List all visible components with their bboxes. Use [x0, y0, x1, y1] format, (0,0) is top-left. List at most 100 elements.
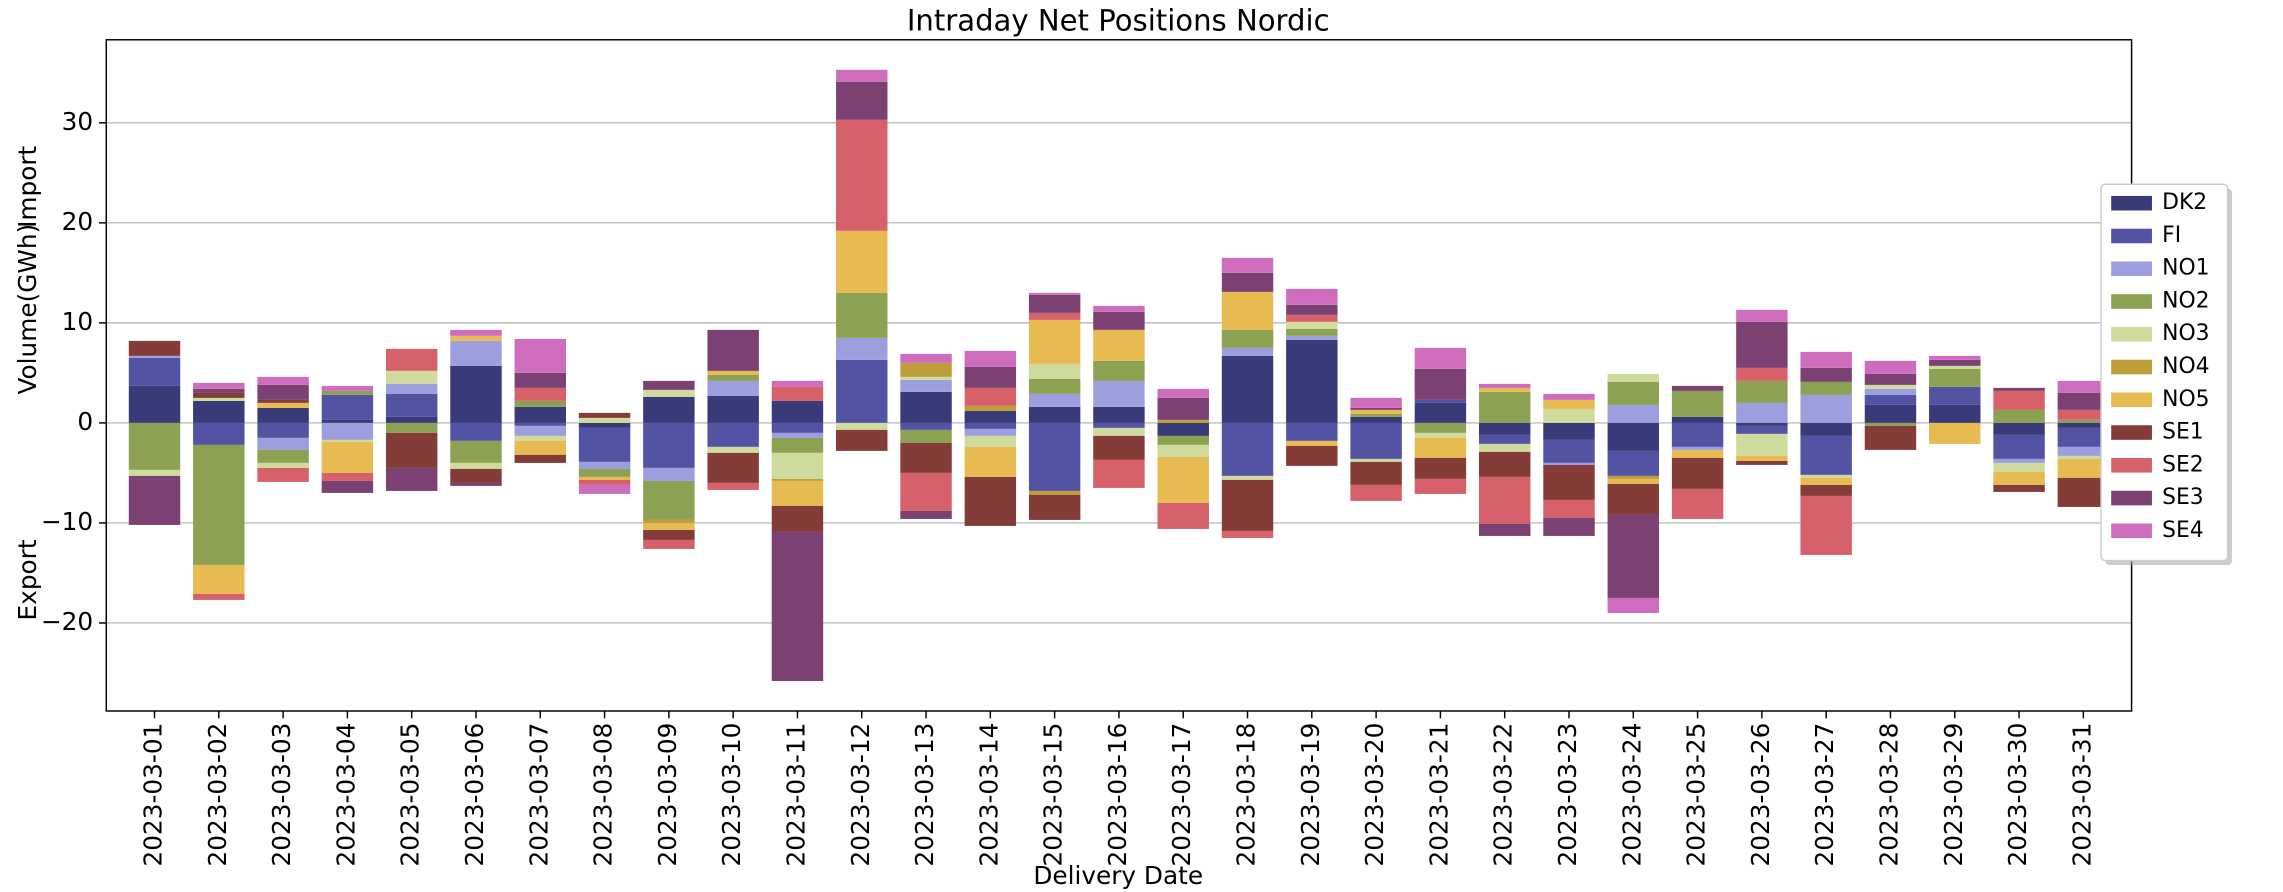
y-tick-label: 20 — [62, 207, 94, 236]
bar-segment — [450, 340, 502, 366]
bar-segment — [1028, 422, 1081, 491]
bar-segment — [836, 422, 888, 430]
bar-segment — [2057, 419, 2110, 423]
bar-segment — [1093, 360, 1145, 381]
x-tick-label: 2023-03-16 — [1103, 723, 1132, 867]
bar-segment — [1800, 422, 1852, 436]
bar-segment — [193, 388, 245, 393]
bar-segment — [1093, 329, 1145, 361]
bar-segment — [1286, 288, 1338, 305]
bar-segment — [643, 422, 695, 468]
bar-segment — [707, 446, 759, 453]
bar-segment — [1671, 449, 1724, 458]
bar-segment — [578, 422, 631, 428]
bar-segment — [321, 441, 374, 473]
bar-segment — [1864, 425, 1917, 450]
legend: DK2 FI NO1 NO2 NO3 NO4 NO5 SE1 SE2 SE3 SE4 — [2100, 183, 2233, 566]
bar-segment — [193, 397, 245, 401]
y-tick-label: 30 — [62, 107, 94, 136]
bar-segment — [900, 379, 952, 392]
legend-swatch — [2111, 490, 2152, 506]
x-tick-label: 2023-03-06 — [460, 723, 489, 867]
bar-segment — [1543, 422, 1595, 440]
bar-segment — [1478, 434, 1531, 444]
bar-segment — [385, 416, 438, 423]
bar-segment — [1478, 443, 1531, 452]
bar-segment — [964, 422, 1017, 429]
bar-segment — [2057, 446, 2110, 456]
bar-segment — [643, 539, 695, 549]
bar-segment — [771, 422, 824, 433]
bar-segment — [1671, 488, 1724, 519]
bar-segment — [836, 429, 888, 451]
bar-segment — [1028, 294, 1081, 313]
bar-segment — [836, 230, 888, 293]
bar-segment — [1093, 422, 1145, 428]
bar-segment — [128, 475, 181, 525]
bar-segment — [578, 461, 631, 469]
bar-segment — [385, 348, 438, 371]
legend-label: NO3 — [2162, 321, 2209, 346]
bar-segment — [450, 462, 502, 469]
bar-segment — [128, 357, 181, 386]
bar-segment — [1736, 433, 1788, 456]
bar-segment — [771, 452, 824, 479]
bar-segment — [707, 452, 759, 483]
bar-segment — [1993, 390, 2045, 410]
bar-segment — [1671, 446, 1724, 450]
bar-segment — [1478, 391, 1531, 423]
bar-segment — [1929, 368, 1981, 387]
bar-segment — [1736, 380, 1788, 403]
bar-segment — [771, 380, 824, 387]
bar-segment — [1028, 490, 1081, 495]
bar-segment — [514, 372, 566, 388]
bar-segment — [2057, 409, 2110, 420]
legend-label: SE2 — [2162, 452, 2204, 477]
x-tick-label: 2023-03-29 — [1939, 723, 1968, 867]
bar-segment — [1414, 432, 1467, 438]
bar-segment — [836, 337, 888, 360]
bar-segment — [321, 439, 374, 442]
legend-label: SE4 — [2162, 518, 2204, 543]
y-tick-label: −20 — [41, 607, 93, 636]
x-tick-label: 2023-03-18 — [1232, 723, 1261, 867]
x-tick-label: 2023-03-01 — [139, 723, 168, 867]
bar-segment — [578, 468, 631, 477]
bar-segment — [450, 440, 502, 463]
bar-segment — [836, 359, 888, 423]
bar-segment — [1736, 422, 1788, 426]
bar-segment — [1221, 530, 1274, 538]
bar-segment — [1478, 451, 1531, 477]
bar-segment — [578, 476, 631, 480]
bar-segment — [1607, 514, 1660, 598]
bar-segment — [771, 437, 824, 453]
bar-segment — [1478, 387, 1531, 392]
x-tick-label: 2023-03-10 — [717, 723, 746, 867]
bar-segment — [643, 529, 695, 540]
bar-segment — [1286, 314, 1338, 322]
bar-segment — [1350, 409, 1402, 414]
bar-segment — [1671, 416, 1724, 423]
bar-segment — [1093, 406, 1145, 423]
bar-segment — [1800, 484, 1852, 496]
bar-segment — [1221, 347, 1274, 356]
x-tick-label: 2023-03-08 — [589, 723, 618, 867]
bar-segment — [1607, 404, 1660, 423]
bar-segment — [578, 484, 631, 494]
bar-segment — [707, 329, 759, 371]
x-tick-label: 2023-03-21 — [1424, 723, 1453, 867]
legend-label: NO2 — [2162, 288, 2209, 313]
x-tick-label: 2023-03-28 — [1874, 723, 1903, 867]
bar-segment — [900, 422, 952, 430]
legend-swatch — [2111, 294, 2152, 309]
bar-segment — [1157, 435, 1209, 445]
bar-segment — [257, 462, 309, 468]
legend-swatch — [2111, 195, 2152, 211]
bar-segment — [1800, 477, 1852, 485]
bar-segment — [1157, 444, 1209, 457]
bar-segment — [771, 478, 824, 481]
bar-segment — [385, 383, 438, 394]
y-tick-label: 10 — [62, 307, 94, 336]
bar-segment — [643, 519, 695, 523]
